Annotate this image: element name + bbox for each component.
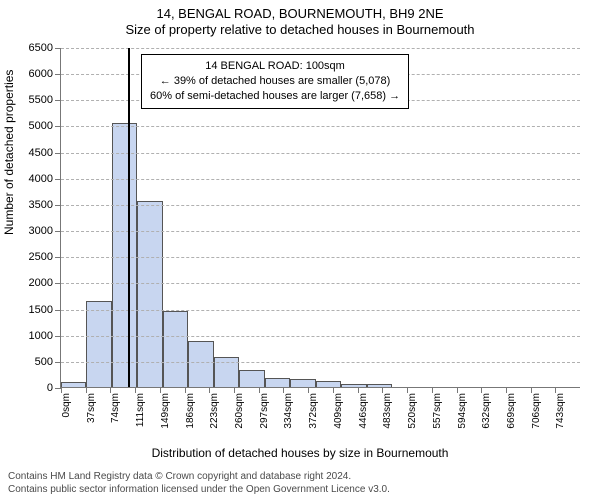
x-tick-slot: 557sqm: [432, 387, 457, 447]
gridline: [61, 48, 580, 49]
gridline: [61, 336, 580, 337]
gridline: [61, 179, 580, 180]
property-marker-line: [128, 48, 130, 387]
callout-line-smaller: ← 39% of detached houses are smaller (5,…: [150, 74, 400, 89]
gridline: [61, 205, 580, 206]
chart-title: 14, BENGAL ROAD, BOURNEMOUTH, BH9 2NE: [0, 6, 600, 21]
plot-area: 0sqm37sqm74sqm111sqm149sqm186sqm223sqm26…: [60, 48, 580, 388]
x-tick-label: 632sqm: [481, 393, 492, 429]
y-axis-label: Number of detached properties: [2, 70, 16, 235]
x-tick-label: 149sqm: [160, 393, 171, 429]
footer-line-1: Contains HM Land Registry data © Crown c…: [8, 471, 592, 484]
x-tick-slot: 594sqm: [457, 387, 482, 447]
x-tick-label: 223sqm: [209, 393, 220, 429]
x-tick-label: 409sqm: [333, 393, 344, 429]
x-tick-label: 743sqm: [555, 393, 566, 429]
footer-line-2: Contains public sector information licen…: [8, 484, 592, 497]
x-tick-label: 372sqm: [308, 393, 319, 429]
x-tick-slot: 74sqm: [110, 387, 135, 447]
histogram-bar: [239, 370, 264, 387]
x-tick-slot: 186sqm: [185, 387, 210, 447]
callout-title: 14 BENGAL ROAD: 100sqm: [150, 59, 400, 74]
histogram-bar: [290, 379, 315, 387]
x-tick-label: 594sqm: [457, 393, 468, 429]
gridline: [61, 310, 580, 311]
x-tick-slot: 111sqm: [135, 387, 160, 447]
x-tick-label: 706sqm: [531, 393, 542, 429]
callout-line-larger: 60% of semi-detached houses are larger (…: [150, 89, 400, 104]
y-tick-label: 6000: [29, 68, 61, 80]
x-tick-label: 74sqm: [110, 393, 121, 423]
gridline: [61, 231, 580, 232]
histogram-bar: [188, 341, 213, 387]
x-tick-slot: 223sqm: [209, 387, 234, 447]
x-ticks-group: 0sqm 37sqm 74sqm 111sqm 149sqm 186sqm 223sqm 26…: [61, 387, 580, 447]
x-tick-label: 37sqm: [86, 393, 97, 423]
histogram-bar: [265, 378, 290, 387]
x-tick-label: 446sqm: [358, 393, 369, 429]
gridline: [61, 153, 580, 154]
y-tick-label: 5500: [29, 94, 61, 106]
x-tick-label: 557sqm: [432, 393, 443, 429]
y-tick-label: 4000: [29, 173, 61, 185]
x-tick-slot: 483sqm: [382, 387, 407, 447]
x-tick-slot: 297sqm: [259, 387, 284, 447]
chart-subtitle: Size of property relative to detached ho…: [0, 22, 600, 37]
y-tick-label: 4500: [29, 147, 61, 159]
x-tick-slot: 446sqm: [358, 387, 383, 447]
histogram-bar: [163, 311, 188, 387]
x-tick-label: 520sqm: [407, 393, 418, 429]
x-tick-slot: 334sqm: [283, 387, 308, 447]
x-tick-label: 334sqm: [283, 393, 294, 429]
gridline: [61, 257, 580, 258]
y-tick-label: 1000: [29, 330, 61, 342]
x-tick-slot: 632sqm: [481, 387, 506, 447]
y-tick-label: 5000: [29, 120, 61, 132]
x-tick-slot: 743sqm: [555, 387, 580, 447]
x-tick-slot: 37sqm: [86, 387, 111, 447]
x-tick-slot: 669sqm: [506, 387, 531, 447]
x-tick-slot: 520sqm: [407, 387, 432, 447]
x-tick-label: 260sqm: [234, 393, 245, 429]
gridline: [61, 283, 580, 284]
y-tick-label: 0: [47, 382, 61, 394]
x-tick-label: 483sqm: [382, 393, 393, 429]
y-tick-label: 2000: [29, 277, 61, 289]
histogram-bar: [112, 123, 137, 387]
y-tick-label: 500: [35, 356, 61, 368]
y-tick-label: 2500: [29, 251, 61, 263]
y-tick-label: 3500: [29, 199, 61, 211]
histogram-bar: [137, 201, 162, 387]
chart-container: 14, BENGAL ROAD, BOURNEMOUTH, BH9 2NE Si…: [0, 0, 600, 500]
x-tick-label: 186sqm: [185, 393, 196, 429]
y-tick-label: 6500: [29, 42, 61, 54]
x-tick-slot: 0sqm: [61, 387, 86, 447]
x-tick-label: 297sqm: [259, 393, 270, 429]
x-tick-slot: 706sqm: [531, 387, 556, 447]
y-tick-label: 1500: [29, 304, 61, 316]
x-tick-slot: 409sqm: [333, 387, 358, 447]
gridline: [61, 362, 580, 363]
x-tick-slot: 372sqm: [308, 387, 333, 447]
x-axis-label: Distribution of detached houses by size …: [0, 446, 600, 460]
x-tick-slot: 260sqm: [234, 387, 259, 447]
histogram-bar: [86, 301, 111, 387]
y-tick-label: 3000: [29, 225, 61, 237]
callout-box: 14 BENGAL ROAD: 100sqm← 39% of detached …: [141, 54, 409, 109]
x-tick-slot: 149sqm: [160, 387, 185, 447]
footer-attribution: Contains HM Land Registry data © Crown c…: [8, 471, 592, 496]
x-tick-label: 669sqm: [506, 393, 517, 429]
x-tick-label: 0sqm: [61, 393, 72, 417]
x-tick-label: 111sqm: [135, 393, 146, 427]
gridline: [61, 126, 580, 127]
